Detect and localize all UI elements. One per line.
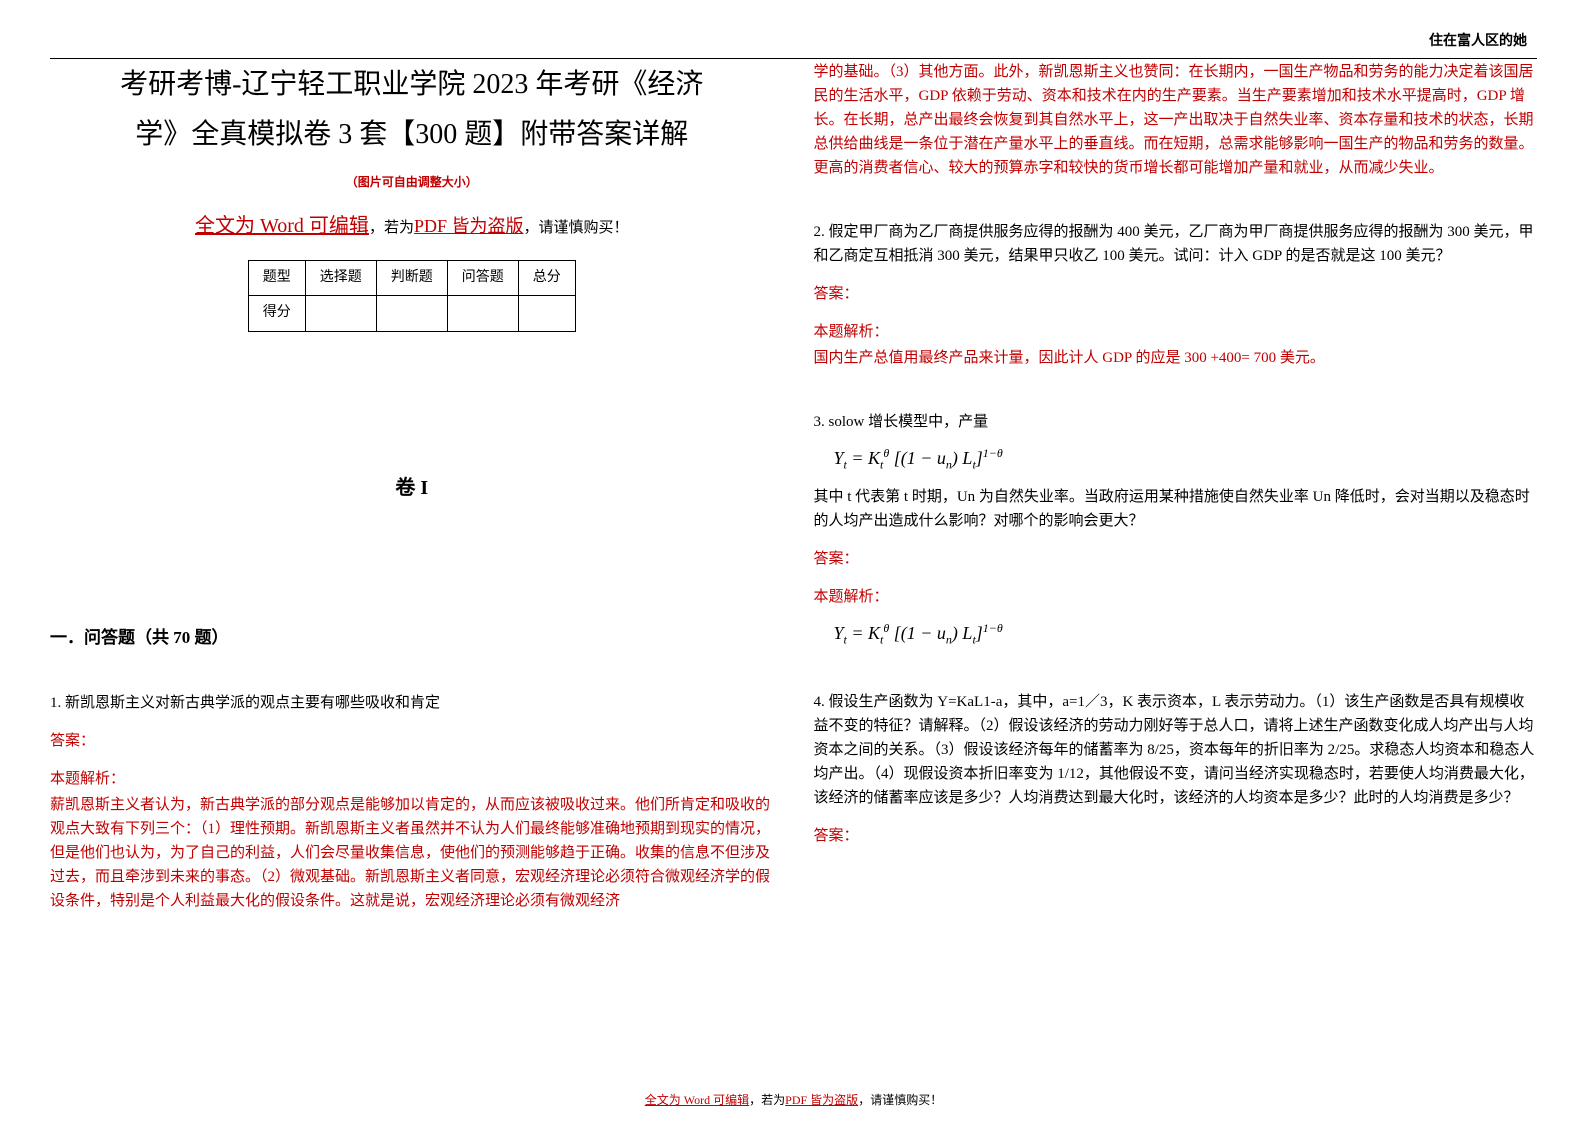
q1-explain-label: 本题解析： (50, 767, 774, 791)
section-1-heading: 一．问答题（共 70 题） (50, 624, 774, 651)
doc-title: 考研考博-辽宁轻工职业学院 2023 年考研《经济 学》全真模拟卷 3 套【30… (50, 60, 774, 161)
th-total: 总分 (518, 260, 575, 295)
cell-empty (447, 296, 518, 331)
th-type: 题型 (248, 260, 305, 295)
table-row: 得分 (248, 296, 575, 331)
image-resize-note: （图片可自由调整大小） (50, 173, 774, 192)
th-judge: 判断题 (376, 260, 447, 295)
top-rule (50, 58, 1537, 59)
word-note-prefix: 全文为 Word 可编辑 (195, 215, 369, 237)
q3-explain-label: 本题解析： (814, 585, 1538, 609)
question-3: 3. solow 增长模型中，产量 Yt = Ktθ [(1 − un) Lt]… (814, 410, 1538, 650)
title-line-2: 学》全真模拟卷 3 套【300 题】附带答案详解 (135, 119, 688, 150)
footer-pdf: PDF 皆为盗版 (785, 1093, 858, 1107)
table-row: 题型 选择题 判断题 问答题 总分 (248, 260, 575, 295)
question-4: 4. 假设生产函数为 Y=KaL1-a，其中，a=1／3，K 表示资本，L 表示… (814, 690, 1538, 848)
header-corner: 住在富人区的她 (1429, 30, 1527, 50)
th-qa: 问答题 (447, 260, 518, 295)
title-line-1: 考研考博-辽宁轻工职业学院 2023 年考研《经济 (120, 69, 703, 100)
cell-empty (518, 296, 575, 331)
q2-explain-body: 国内生产总值用最终产品来计量，因此计人 GDP 的应是 300 +400= 70… (814, 346, 1538, 370)
q1-explain-body-part1: 薪凯恩斯主义者认为，新古典学派的部分观点是能够加以肯定的，从而应该被吸收过来。他… (50, 793, 774, 913)
volume-label: 卷 I (50, 472, 774, 504)
word-edit-note: 全文为 Word 可编辑，若为PDF 皆为盗版，请谨慎购买！ (50, 210, 774, 242)
page-footer: 全文为 Word 可编辑，若为PDF 皆为盗版，请谨慎购买！ (0, 1091, 1587, 1108)
q3-formula-2: Yt = Ktθ [(1 − un) Lt]1−θ (834, 619, 1538, 650)
cell-empty (376, 296, 447, 331)
q1-explain-body-part2: 学的基础。（3）其他方面。此外，新凯恩斯主义也赞同：在长期内，一国生产物品和劳务… (814, 60, 1538, 180)
q2-explain-label: 本题解析： (814, 320, 1538, 344)
q4-answer-label: 答案： (814, 824, 1538, 848)
footer-word: 全文为 Word 可编辑 (645, 1093, 749, 1107)
q3-body: 其中 t 代表第 t 时期，Un 为自然失业率。当政府运用某种措施使自然失业率 … (814, 485, 1538, 533)
question-1: 1. 新凯恩斯主义对新古典学派的观点主要有哪些吸收和肯定 答案： 本题解析： 薪… (50, 691, 774, 913)
cell-empty (305, 296, 376, 331)
q2-text: 2. 假定甲厂商为乙厂商提供服务应得的报酬为 400 美元，乙厂商为甲厂商提供服… (814, 220, 1538, 268)
th-choice: 选择题 (305, 260, 376, 295)
q4-text: 4. 假设生产函数为 Y=KaL1-a，其中，a=1／3，K 表示资本，L 表示… (814, 690, 1538, 810)
word-note-pdf: PDF 皆为盗版 (414, 216, 524, 236)
footer-suffix: ，请谨慎购买！ (858, 1093, 942, 1107)
q3-formula-1: Yt = Ktθ [(1 − un) Lt]1−θ (834, 444, 1538, 475)
score-table: 题型 选择题 判断题 问答题 总分 得分 (248, 260, 576, 332)
word-note-suffix: ，请谨慎购买！ (523, 220, 628, 236)
left-column: 考研考博-辽宁轻工职业学院 2023 年考研《经济 学》全真模拟卷 3 套【30… (50, 40, 774, 1062)
q1-answer-label: 答案： (50, 729, 774, 753)
q3-text: 3. solow 增长模型中，产量 (814, 410, 1538, 434)
right-column: 学的基础。（3）其他方面。此外，新凯恩斯主义也赞同：在长期内，一国生产物品和劳务… (814, 40, 1538, 1062)
q1-text: 1. 新凯恩斯主义对新古典学派的观点主要有哪些吸收和肯定 (50, 691, 774, 715)
q2-answer-label: 答案： (814, 282, 1538, 306)
row-label-score: 得分 (248, 296, 305, 331)
question-2: 2. 假定甲厂商为乙厂商提供服务应得的报酬为 400 美元，乙厂商为甲厂商提供服… (814, 220, 1538, 370)
q3-answer-label: 答案： (814, 547, 1538, 571)
word-note-mid: ，若为 (369, 220, 414, 236)
page-wrapper: 考研考博-辽宁轻工职业学院 2023 年考研《经济 学》全真模拟卷 3 套【30… (0, 0, 1587, 1082)
footer-mid: ，若为 (749, 1093, 785, 1107)
